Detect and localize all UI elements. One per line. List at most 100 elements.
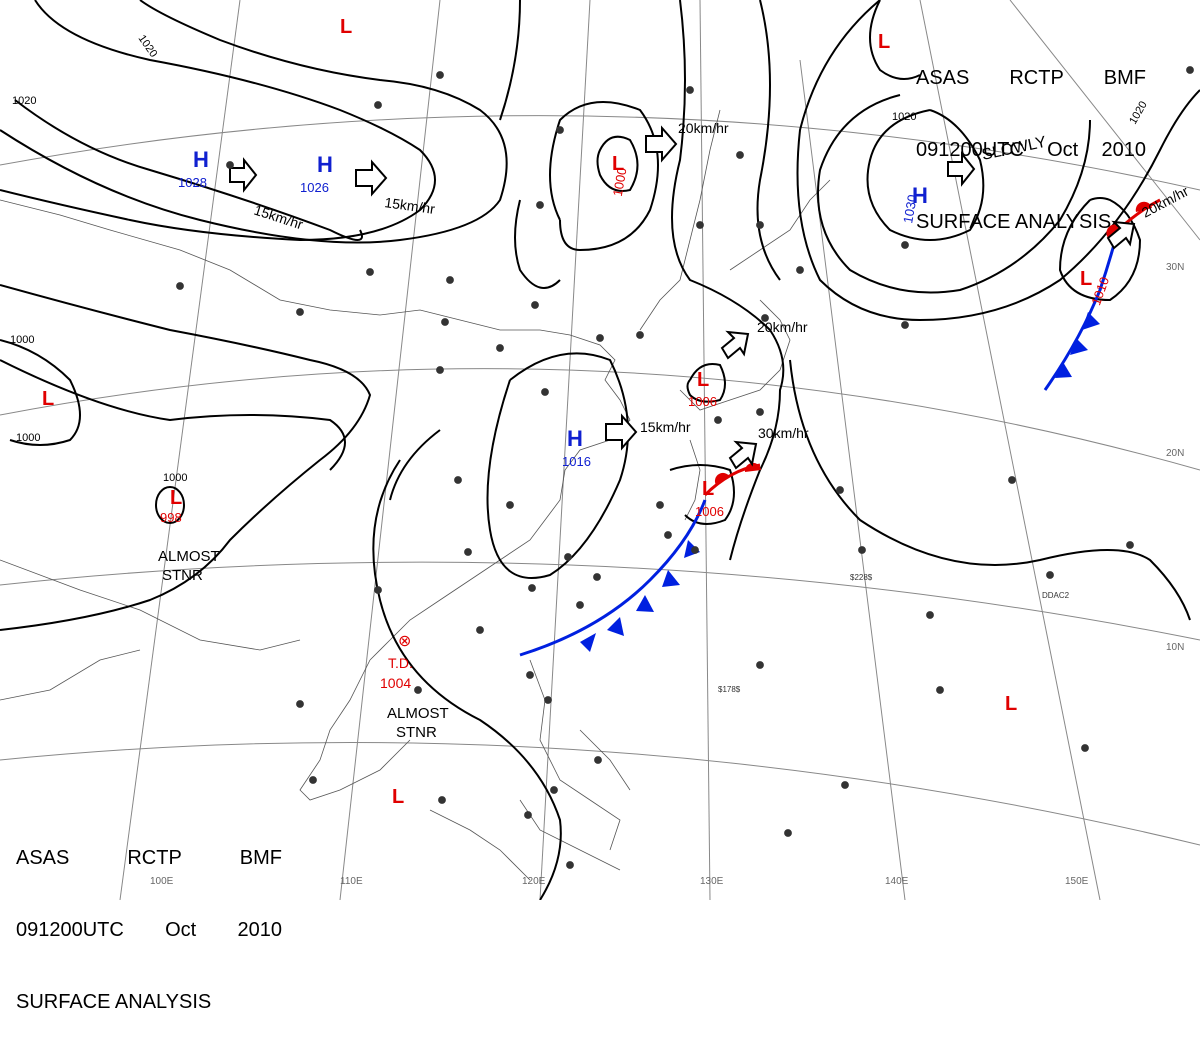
header-line2: 091200UTC Oct 2010: [916, 138, 1146, 162]
motion-arrow-icon: [1106, 220, 1136, 250]
motion-label: 15km/hr: [252, 202, 305, 233]
lon-label-130e: 130E: [700, 876, 724, 887]
motion-label: 15km/hr: [384, 194, 437, 217]
td-symbol-icon: ⊗: [398, 633, 411, 650]
station-icon: [594, 756, 602, 764]
station-icon: [436, 71, 444, 79]
motion-arrow-icon: [355, 159, 388, 197]
station-icon: [1081, 744, 1089, 752]
header-code: BMF: [1103, 67, 1146, 89]
low-998-letter: L: [170, 487, 182, 509]
station-icon: [593, 573, 601, 581]
station-icon: [756, 408, 764, 416]
station-icon: [446, 276, 454, 284]
header-year: 2010: [1101, 139, 1147, 161]
low-1006-a-value: 1006: [688, 394, 717, 409]
motion-arrow-icon: [645, 125, 678, 163]
low-1006-b-letter: L: [702, 478, 714, 500]
station-icon: [1046, 571, 1054, 579]
station-icon: [691, 546, 699, 554]
note-line: ALMOST: [158, 548, 220, 565]
station-icon: [736, 151, 744, 159]
motion-arrow-icon: [720, 330, 750, 360]
high-1028-letter: H: [193, 147, 209, 172]
station-icon: [858, 546, 866, 554]
motion-arrow-icon: [229, 157, 258, 193]
station-icon: [296, 308, 304, 316]
header-region: ASAS: [16, 847, 70, 869]
high-1028-value: 1028: [178, 175, 207, 190]
low-1006-b-value: 1006: [695, 504, 724, 519]
station-icon: [566, 861, 574, 869]
station-icon: [841, 781, 849, 789]
td-label: T.D.: [388, 655, 413, 671]
header-region: ASAS: [916, 67, 970, 89]
low-west-letter: L: [42, 388, 54, 410]
station-label: $228$: [850, 573, 873, 582]
station-icon: [926, 611, 934, 619]
station-icon: [296, 700, 304, 708]
motion-arrow-icon: [947, 151, 976, 187]
station-icon: [476, 626, 484, 634]
low-998-value: 998: [160, 510, 182, 525]
station-icon: [556, 126, 564, 134]
station-icon: [576, 601, 584, 609]
station-icon: [506, 501, 514, 509]
station-icon: [664, 531, 672, 539]
low-1006-a-letter: L: [697, 369, 709, 391]
high-1030-value: 1030: [900, 193, 920, 224]
station-icon: [696, 221, 704, 229]
station-icon: [901, 241, 909, 249]
isobar-label: 1000: [16, 432, 40, 444]
station-icon: [366, 268, 374, 276]
station-icon: [438, 796, 446, 804]
station-icon: [901, 321, 909, 329]
station-icon: [309, 776, 317, 784]
lon-label-150e: 150E: [1065, 876, 1089, 887]
station-icon: [756, 661, 764, 669]
station-icon: [784, 829, 792, 837]
lat-label-20n: 20N: [1166, 448, 1184, 459]
station-icon: [1126, 541, 1134, 549]
motion-label: 20km/hr: [678, 120, 729, 136]
station-label: DDAC2: [1042, 591, 1070, 600]
station-icon: [536, 201, 544, 209]
station-label: $178$: [718, 685, 741, 694]
map-header-top-right: ASAS RCTP BMF 091200UTC Oct 2010 SURFACE…: [916, 18, 1146, 258]
weather-map: 100E 110E 120E 130E 140E 150E 30N 20N 10…: [0, 0, 1200, 900]
low-1000-value: 1000: [610, 166, 630, 197]
low-east-letter: L: [1005, 693, 1017, 715]
station-icon: [796, 266, 804, 274]
station-icon: [454, 476, 462, 484]
station-icon: [531, 301, 539, 309]
motion-arrow-icon: [728, 440, 758, 470]
lon-label-110e: 110E: [340, 876, 363, 887]
header-line1: ASAS RCTP BMF: [916, 66, 1146, 90]
motion-label: 20km/hr: [1139, 183, 1191, 221]
station-icon: [564, 553, 572, 561]
station-icon: [686, 86, 694, 94]
station-icon: [541, 388, 549, 396]
station-icon: [1186, 66, 1194, 74]
grid-labels: 100E 110E 120E 130E 140E 150E 30N 20N 10…: [150, 262, 1184, 887]
station-icon: [714, 416, 722, 424]
motion-arrows: [229, 125, 1136, 470]
station-icon: [544, 696, 552, 704]
high-1016-letter: H: [567, 426, 583, 451]
station-icon: [836, 486, 844, 494]
station-icon: [1008, 476, 1016, 484]
station-icon: [596, 334, 604, 342]
motion-label: 15km/hr: [640, 419, 691, 435]
station-icon: [761, 314, 769, 322]
high-1016-value: 1016: [562, 454, 591, 469]
note-line: ALMOST: [387, 705, 449, 722]
station-icon: [226, 161, 234, 169]
map-header-bottom-left: ASAS RCTP BMF 091200UTC Oct 2010 SURFACE…: [16, 798, 282, 1038]
header-month: Oct: [165, 919, 197, 941]
station-icon: [414, 686, 422, 694]
station-icon: [496, 344, 504, 352]
station-icon: [176, 282, 184, 290]
low-1010-letter: L: [1080, 268, 1092, 290]
cold-front: [519, 229, 1120, 657]
station-labels: $228$ $178$ DDAC2: [718, 573, 1070, 694]
